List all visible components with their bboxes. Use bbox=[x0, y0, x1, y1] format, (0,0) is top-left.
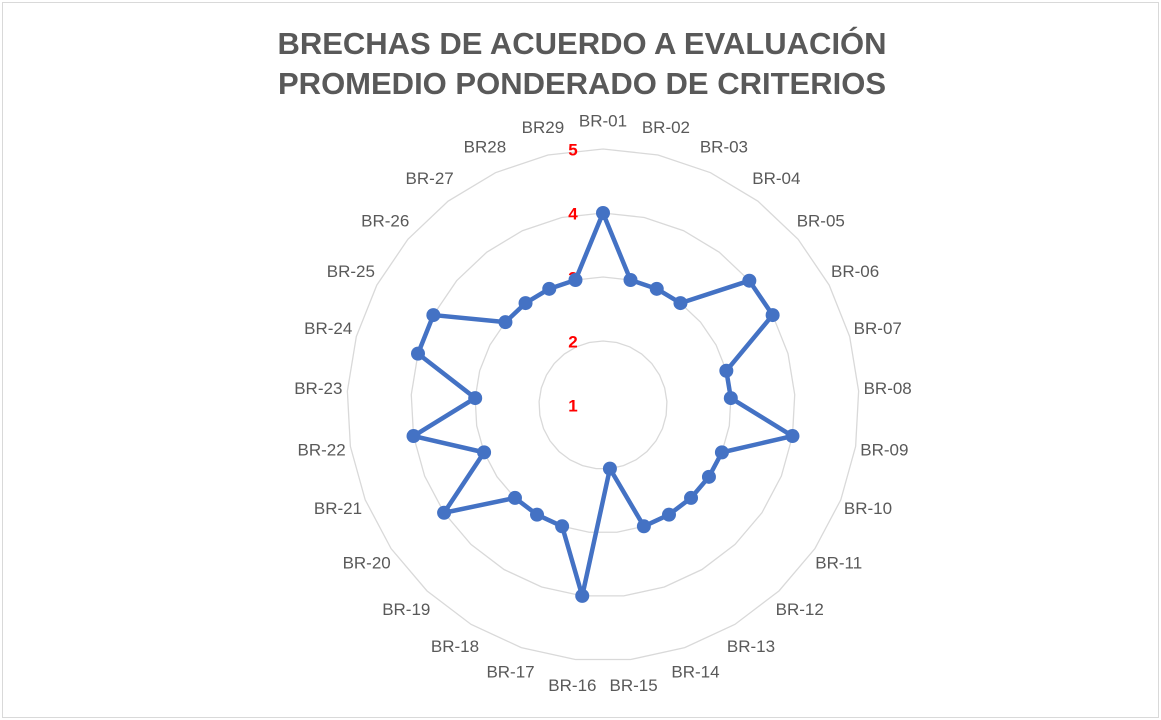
category-label: BR-18 bbox=[431, 637, 479, 656]
data-point bbox=[785, 429, 800, 444]
category-label: BR-20 bbox=[343, 553, 391, 572]
category-label: BR-25 bbox=[327, 262, 375, 281]
grid-ring bbox=[474, 276, 732, 533]
category-label: BR-13 bbox=[727, 637, 775, 656]
category-label: BR-11 bbox=[815, 553, 862, 572]
r-tick-label: 5 bbox=[568, 140, 577, 159]
data-point bbox=[602, 461, 617, 476]
category-label: BR-12 bbox=[776, 600, 824, 619]
category-label: BR-23 bbox=[294, 379, 342, 398]
category-label: BR-07 bbox=[854, 319, 902, 338]
data-point bbox=[507, 490, 522, 505]
data-point bbox=[723, 391, 738, 406]
category-label: BR-03 bbox=[700, 138, 748, 157]
category-label: BR-10 bbox=[844, 499, 892, 518]
category-label: BR-08 bbox=[864, 379, 912, 398]
category-label: BR-27 bbox=[406, 169, 454, 188]
data-point bbox=[596, 206, 610, 220]
data-point bbox=[406, 429, 421, 444]
category-label: BR-06 bbox=[831, 262, 879, 281]
data-point bbox=[623, 272, 638, 287]
data-point bbox=[426, 308, 441, 323]
data-point bbox=[498, 315, 513, 330]
data-point bbox=[542, 281, 557, 296]
r-tick-label: 4 bbox=[568, 204, 578, 223]
chart-title-line: BRECHAS DE ACUERDO A EVALUACIÓN PROMEDIO … bbox=[277, 25, 886, 101]
category-label: BR-16 bbox=[548, 676, 596, 695]
category-label: BR-09 bbox=[860, 440, 908, 459]
grid-ring bbox=[346, 148, 860, 661]
data-point bbox=[518, 296, 533, 311]
data-point bbox=[555, 519, 570, 534]
data-point bbox=[649, 281, 664, 296]
category-label: BR-14 bbox=[671, 663, 719, 682]
category-label: BR-22 bbox=[298, 440, 346, 459]
category-label: BR-17 bbox=[486, 663, 534, 682]
data-point bbox=[742, 273, 757, 288]
data-point bbox=[684, 490, 699, 505]
data-point bbox=[437, 505, 452, 520]
data-point bbox=[719, 363, 734, 378]
category-label: BR-04 bbox=[752, 169, 800, 188]
category-label: BR-15 bbox=[610, 676, 658, 695]
data-point bbox=[568, 272, 583, 287]
data-point bbox=[661, 507, 676, 522]
category-label: BR-02 bbox=[642, 118, 690, 137]
category-label: BR28 bbox=[464, 138, 507, 157]
r-tick-label: 2 bbox=[568, 332, 577, 351]
chart-title: BRECHAS DE ACUERDO A EVALUACIÓN bbox=[277, 25, 886, 61]
data-point bbox=[701, 469, 716, 484]
category-label: BR-26 bbox=[361, 211, 409, 230]
data-point bbox=[673, 296, 688, 311]
category-label: BR-01 bbox=[579, 111, 627, 130]
data-point bbox=[530, 507, 545, 522]
data-point bbox=[575, 588, 590, 603]
data-point bbox=[410, 346, 425, 361]
data-point bbox=[714, 445, 729, 460]
data-point bbox=[468, 391, 483, 406]
data-point bbox=[765, 308, 780, 323]
r-tick-label: 1 bbox=[568, 396, 577, 415]
category-label: BR-24 bbox=[304, 319, 352, 338]
category-label: BR29 bbox=[522, 118, 565, 137]
data-point bbox=[636, 519, 651, 534]
data-point bbox=[477, 445, 492, 460]
chart-title-cont: PROMEDIO PONDERADO DE CRITERIOS bbox=[278, 66, 886, 101]
category-label: BR-05 bbox=[797, 211, 845, 230]
category-label: BR-21 bbox=[314, 499, 362, 518]
category-label: BR-19 bbox=[382, 600, 430, 619]
